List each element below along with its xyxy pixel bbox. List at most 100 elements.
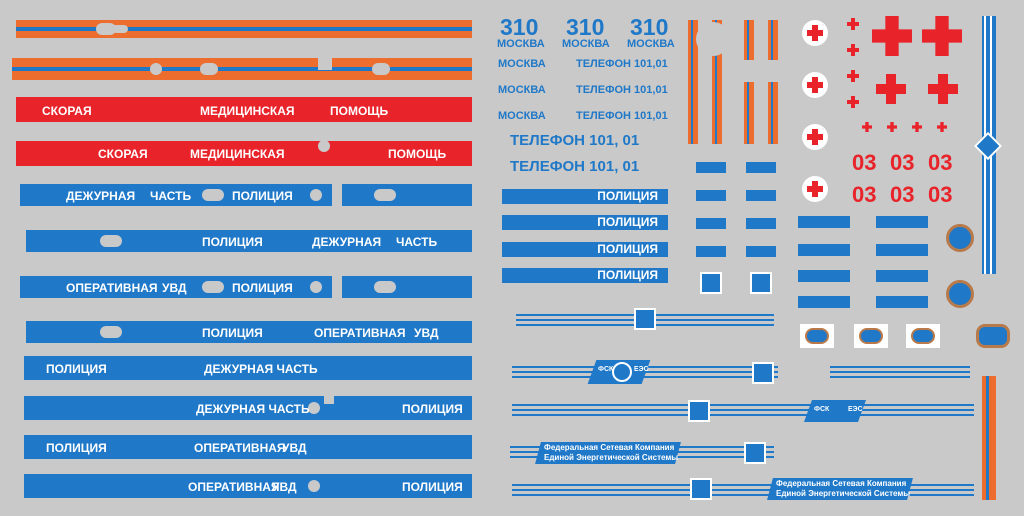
cutout-circle — [310, 281, 322, 293]
blue-bar — [876, 270, 928, 282]
emblem-square — [750, 272, 772, 294]
emblem-square — [700, 272, 722, 294]
fsk-emblem — [634, 308, 656, 330]
vertical-ribbon — [744, 20, 754, 144]
fsk-logo-text: ЕЭС — [848, 406, 863, 413]
cutout-circle — [308, 480, 320, 492]
red-cross-icon — [912, 122, 922, 132]
red-cross-circle-icon — [802, 20, 828, 46]
red-cross-icon — [876, 74, 906, 104]
police-stripe-1 — [20, 184, 472, 206]
blue-line-2 — [12, 67, 472, 71]
ambulance-label-4: СКОРАЯ — [98, 147, 148, 161]
police-stripe-2 — [26, 230, 472, 252]
emergency-number: 03 — [852, 182, 877, 207]
red-cross-icon — [847, 70, 859, 82]
police-label: ПОЛИЦИЯ — [502, 242, 668, 257]
police-text: ЧАСТЬ — [150, 189, 192, 203]
police-text: ПОЛИЦИЯ — [46, 362, 107, 376]
blue-bar — [798, 296, 850, 308]
police-text: УВД — [272, 480, 297, 494]
cutout-oval — [100, 326, 122, 338]
blue-square — [696, 218, 726, 229]
police-text: ДЕЖУРНАЯ ЧАСТЬ — [196, 402, 310, 416]
fsk-emblem — [688, 400, 710, 422]
police-text: ПОЛИЦИЯ — [402, 402, 463, 416]
police-label: ПОЛИЦИЯ — [502, 268, 668, 283]
ambulance-stripe-1 — [16, 97, 472, 122]
police-text: ДЕЖУРНАЯ ЧАСТЬ — [204, 362, 318, 376]
number-310: 310 — [500, 14, 539, 40]
police-stripe-6 — [24, 396, 472, 420]
cutout-notch — [318, 58, 332, 70]
fsk-stripe — [830, 366, 970, 378]
cutout-circle — [696, 22, 730, 56]
police-text: ДЕЖУРНАЯ — [312, 235, 382, 249]
blue-square — [746, 218, 776, 229]
ambulance-label-5: МЕДИЦИНСКАЯ — [190, 147, 285, 161]
police-text: ОПЕРАТИВНАЯ — [194, 441, 286, 455]
phone-small: ТЕЛЕФОН 101,01 — [576, 58, 668, 70]
blue-bar — [798, 244, 850, 256]
red-cross-icon — [847, 44, 859, 56]
cutout-oval — [96, 23, 116, 35]
cutout-oval — [112, 25, 128, 33]
police-text: ОПЕРАТИВНАЯ — [66, 281, 158, 295]
phone-big: ТЕЛЕФОН 101, 01 — [510, 132, 640, 149]
police-label: ПОЛИЦИЯ — [502, 189, 668, 204]
cutout-oval — [374, 281, 396, 293]
ambulance-label-2: МЕДИЦИНСКАЯ — [200, 104, 295, 118]
police-text: ЧАСТЬ — [396, 235, 438, 249]
police-text: ПОЛИЦИЯ — [232, 189, 293, 203]
cutout-notch — [744, 60, 778, 82]
blue-bar — [798, 216, 850, 228]
emergency-number: 03 — [890, 150, 915, 175]
police-text: ПОЛИЦИЯ — [46, 441, 107, 455]
vertical-ribbon — [982, 376, 996, 500]
vertical-ribbon — [712, 20, 722, 144]
police-stripe-8 — [24, 474, 472, 498]
police-text: УВД — [414, 326, 439, 340]
vertical-ribbon — [768, 20, 778, 144]
blue-square — [696, 162, 726, 173]
police-stripe-4 — [26, 321, 472, 343]
police-text: ПОЛИЦИЯ — [202, 235, 263, 249]
police-text: ДЕЖУРНАЯ — [66, 189, 136, 203]
police-text: ОПЕРАТИВНАЯ — [188, 480, 280, 494]
fsk-emblem — [690, 478, 712, 500]
city-moscow: МОСКВА — [498, 84, 546, 96]
emblem-badge — [976, 324, 1010, 348]
fsk-emblem — [744, 442, 766, 464]
cutout-circle — [318, 140, 330, 152]
red-cross-icon — [847, 18, 859, 30]
red-cross-icon — [937, 122, 947, 132]
cutout-oval — [100, 235, 122, 247]
blue-square — [746, 162, 776, 173]
blue-square — [696, 190, 726, 201]
fsk-logo-text: ФСК — [598, 366, 614, 373]
emblem-badge — [911, 328, 935, 344]
emergency-number: 03 — [928, 150, 953, 175]
phone-small: ТЕЛЕФОН 101,01 — [576, 84, 668, 96]
emergency-number: 03 — [928, 182, 953, 207]
police-stripe-7 — [24, 435, 472, 459]
fsk-emblem — [752, 362, 774, 384]
fsk-logo-text: ФСК — [814, 406, 830, 413]
emblem-diamond — [973, 131, 1003, 161]
red-cross-icon — [922, 16, 962, 56]
blue-square — [696, 246, 726, 257]
phone-big: ТЕЛЕФОН 101, 01 — [510, 158, 640, 175]
blue-square — [746, 190, 776, 201]
fsk-full-name: Федеральная Сетевая Компания — [544, 443, 675, 452]
emblem-badge — [805, 328, 829, 344]
police-text: ПОЛИЦИЯ — [202, 326, 263, 340]
cutout-oval — [202, 281, 224, 293]
blue-line-1 — [16, 27, 472, 31]
cutout-notch — [332, 276, 342, 298]
emblem-badge — [859, 328, 883, 344]
cutout-notch — [324, 396, 334, 404]
cutout-notch — [332, 184, 342, 206]
fsk-logo-text: ЕЭС — [634, 366, 649, 373]
number-310: 310 — [566, 14, 605, 40]
cutout-oval — [202, 189, 224, 201]
